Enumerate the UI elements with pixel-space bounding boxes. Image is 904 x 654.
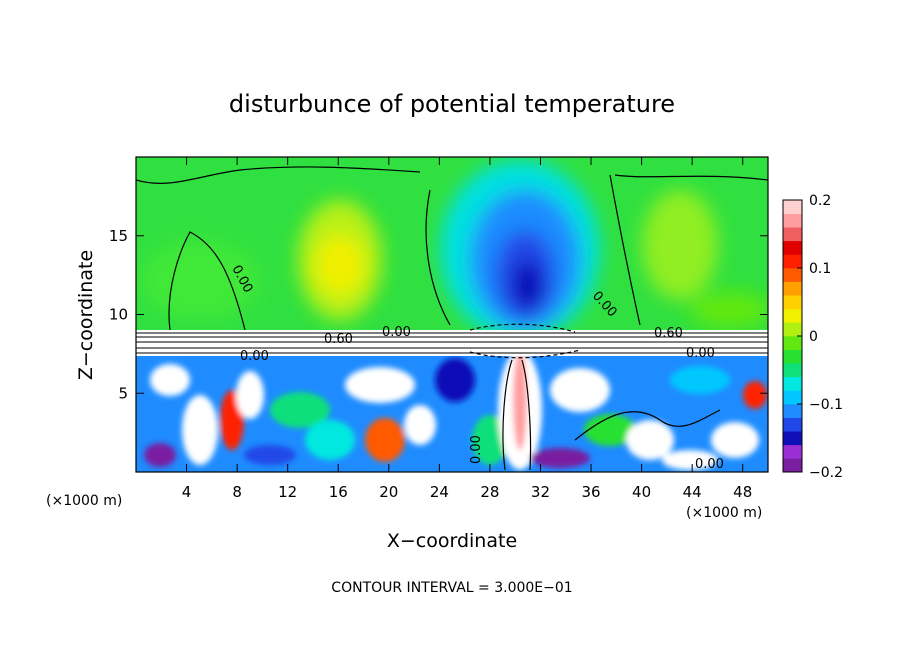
colorbar-tick-label: −0.2 [809, 465, 843, 481]
colorbar-swatch [783, 322, 802, 337]
colorbar-swatch [783, 268, 802, 282]
colorbar [782, 199, 803, 473]
colorbar-swatch [783, 295, 802, 310]
colorbar-swatch [783, 227, 802, 242]
x-tick-label: 24 [430, 483, 449, 501]
chart-title: disturbunce of potential temperature [229, 90, 675, 118]
colorbar-swatch [783, 431, 802, 446]
x-tick-label: 28 [480, 483, 499, 501]
x-tick-label: 44 [683, 483, 702, 501]
contour-label: 0.00 [695, 457, 724, 472]
colorbar-swatch [783, 336, 802, 350]
colorbar-tick-label: −0.1 [809, 397, 843, 413]
x-tick-label: 48 [733, 483, 752, 501]
x-unit-label: (×1000 m) [686, 505, 762, 521]
y-axis-ticks: 5 10 15 [109, 227, 768, 402]
x-tick-label: 4 [182, 483, 192, 501]
x-tick-label: 32 [531, 483, 550, 501]
contour-label: 0.00 [382, 325, 411, 340]
colorbar-tick-label: 0 [809, 329, 818, 345]
contour-label: 0.00 [469, 435, 484, 464]
plot-area [136, 157, 768, 472]
colorbar-swatch [783, 200, 802, 214]
colorbar-swatch [783, 349, 802, 364]
contour-label: 0.60 [654, 326, 683, 341]
z-unit-label: (×1000 m) [46, 493, 122, 509]
x-tick-label: 40 [632, 483, 651, 501]
contour-interval-text: CONTOUR INTERVAL = 3.000E−01 [331, 580, 572, 596]
x-tick-label: 8 [232, 483, 242, 501]
colorbar-swatch [783, 404, 802, 418]
y-tick-label: 10 [109, 306, 128, 324]
colorbar-swatch [783, 444, 802, 459]
y-tick-label: 5 [118, 384, 128, 402]
contour-label: 0.00 [686, 346, 715, 361]
colorbar-ticks: 0.2 0.1 0 −0.1 −0.2 [797, 193, 843, 481]
contour-label: 0.60 [324, 332, 353, 347]
x-axis-ticks: 4 8 12 16 20 24 28 32 36 40 44 48 [182, 157, 752, 501]
x-tick-label: 36 [581, 483, 600, 501]
colorbar-swatch [783, 363, 802, 378]
colorbar-swatch [783, 240, 802, 255]
colorbar-swatch [783, 390, 802, 405]
x-tick-label: 12 [278, 483, 297, 501]
y-axis-label: Z−coordinate [75, 250, 97, 380]
colorbar-swatch [783, 254, 802, 269]
x-tick-label: 20 [379, 483, 398, 501]
colorbar-swatch [783, 213, 802, 228]
y-tick-label: 15 [109, 227, 128, 245]
colorbar-swatch [783, 458, 802, 473]
colorbar-swatch [783, 281, 802, 296]
colorbar-swatch [783, 376, 802, 391]
colorbar-tick-label: 0.1 [809, 261, 831, 277]
contour-label: 0.00 [240, 349, 269, 364]
colorbar-swatch [783, 417, 802, 432]
x-tick-label: 16 [329, 483, 348, 501]
colorbar-swatch [783, 308, 802, 323]
x-axis-label: X−coordinate [387, 530, 517, 552]
colorbar-tick-label: 0.2 [809, 193, 831, 209]
